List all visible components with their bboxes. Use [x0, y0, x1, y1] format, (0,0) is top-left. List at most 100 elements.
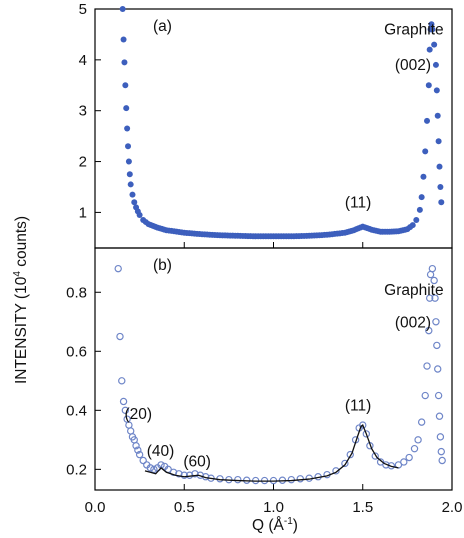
data-point	[178, 229, 185, 236]
panel-a-y-ticks: 1 2 3 4 5	[79, 1, 453, 248]
data-point	[435, 138, 442, 145]
data-point	[433, 87, 440, 94]
data-point	[129, 191, 136, 198]
data-point	[120, 36, 127, 43]
data-point	[118, 377, 126, 385]
data-point	[139, 456, 147, 465]
data-point	[232, 232, 239, 239]
data-point	[426, 270, 435, 279]
data-point	[417, 418, 426, 426]
data-point	[426, 46, 433, 53]
data-point	[126, 171, 133, 178]
peak-annotation: (20)	[124, 406, 152, 423]
data-point	[125, 158, 132, 165]
y-tick-label: 0.6	[66, 343, 87, 360]
data-point	[376, 458, 385, 466]
y-tick-label: 1	[79, 204, 87, 221]
data-point	[132, 442, 140, 450]
data-point	[420, 173, 427, 180]
peak-annotation: (002)	[395, 57, 431, 74]
data-point	[180, 471, 188, 479]
data-point	[214, 232, 221, 239]
data-point	[425, 82, 432, 89]
data-point	[410, 444, 419, 453]
y-tick-label: 0.4	[66, 402, 87, 419]
data-point	[341, 459, 349, 468]
panel-label: (b)	[153, 257, 172, 274]
data-point	[161, 226, 168, 233]
data-point	[119, 397, 128, 406]
data-point	[116, 332, 124, 341]
y-tick-label: 0.2	[66, 461, 87, 478]
data-point	[414, 436, 422, 444]
data-point	[431, 41, 438, 48]
data-point	[394, 461, 403, 469]
data-point	[423, 362, 431, 370]
y-tick-label: 2	[79, 154, 87, 171]
data-point	[375, 228, 382, 235]
x-tick-label: 0.5	[174, 499, 195, 516]
peak-annotation: (11)	[345, 194, 371, 211]
data-point	[400, 458, 408, 466]
x-tick-label: 2.0	[442, 499, 463, 516]
panel-a-frame	[94, 8, 453, 249]
data-point	[267, 233, 274, 240]
data-point	[407, 224, 414, 231]
peak-annotation: Graphite	[384, 282, 443, 299]
panel-a-points	[119, 6, 445, 240]
y-tick-label: 3	[79, 103, 87, 120]
data-point	[127, 181, 134, 188]
data-point	[384, 228, 391, 235]
data-point	[432, 318, 440, 326]
data-point	[346, 450, 354, 459]
data-point	[359, 421, 367, 429]
y-tick-label: 5	[79, 1, 87, 18]
data-point	[428, 264, 437, 273]
data-point	[114, 264, 122, 273]
data-point	[332, 467, 340, 475]
peak-annotation: (60)	[183, 453, 211, 470]
data-point	[402, 226, 409, 233]
data-point	[422, 148, 429, 155]
data-point	[421, 391, 429, 400]
data-point	[287, 475, 296, 484]
data-point	[425, 294, 434, 302]
data-point	[405, 453, 413, 462]
data-point	[428, 21, 435, 28]
data-point	[434, 112, 441, 119]
data-point	[429, 26, 436, 33]
panel-b-fit-line	[144, 424, 399, 482]
panel-b-y-ticks: 0.2 0.4 0.6 0.8	[66, 284, 453, 490]
data-point	[142, 219, 149, 226]
panel-b-annotations: (b) (20) (40) (60) (11) Graphite (002)	[124, 257, 443, 470]
data-point	[371, 452, 379, 460]
x-tick-label: 0.0	[85, 499, 106, 516]
data-point	[146, 464, 155, 472]
data-point	[434, 391, 443, 400]
data-point	[196, 231, 203, 238]
data-point	[122, 82, 129, 89]
data-point	[285, 233, 292, 240]
data-point	[296, 475, 304, 483]
data-point	[362, 430, 371, 438]
data-point	[131, 199, 138, 206]
data-point	[250, 233, 257, 240]
peak-annotation: (002)	[395, 315, 431, 332]
data-point	[123, 105, 130, 112]
data-point	[431, 294, 439, 302]
data-point	[434, 365, 442, 373]
data-point	[432, 61, 439, 68]
data-point	[435, 412, 444, 420]
data-point	[124, 125, 131, 132]
peak-annotation: (11)	[345, 397, 371, 414]
data-point	[121, 406, 130, 415]
data-point	[437, 447, 445, 456]
data-point	[425, 326, 433, 335]
data-point	[416, 206, 423, 213]
data-point	[357, 224, 364, 231]
data-point	[393, 228, 400, 235]
y-tick-label: 0.8	[66, 284, 87, 301]
x-tick-label: 1.0	[263, 499, 284, 516]
data-point	[433, 341, 441, 350]
